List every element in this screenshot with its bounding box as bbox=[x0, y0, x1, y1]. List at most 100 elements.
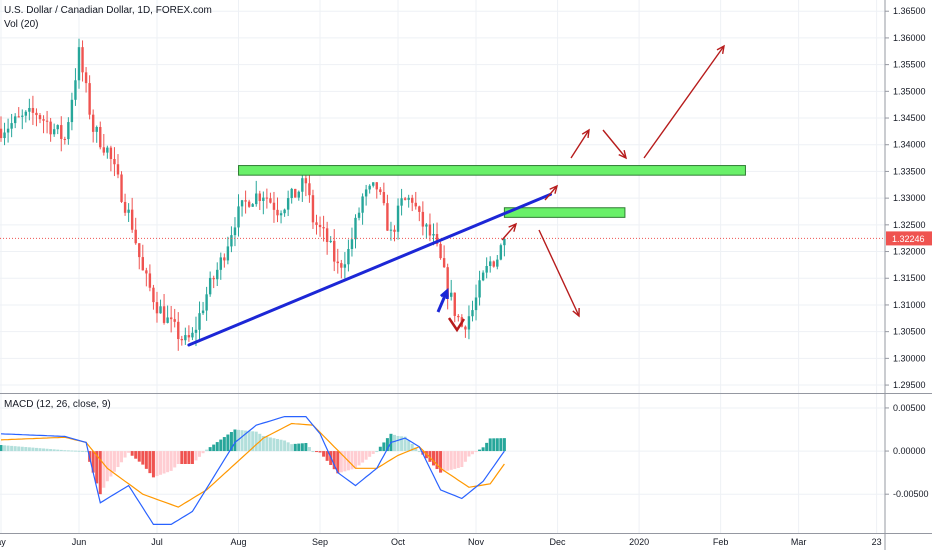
macd-histogram-bar bbox=[350, 451, 354, 470]
macd-histogram-bar bbox=[293, 443, 297, 452]
candle-body bbox=[354, 217, 357, 240]
arrow-target-up bbox=[643, 44, 725, 159]
candle-body bbox=[386, 203, 389, 231]
price-axis-label: 1.34500 bbox=[893, 113, 926, 123]
candles bbox=[0, 38, 506, 351]
candle-body bbox=[67, 122, 70, 140]
macd-histogram-bar bbox=[339, 451, 343, 473]
price-axis-label: 1.35000 bbox=[893, 86, 926, 96]
macd-histogram-bar bbox=[137, 451, 141, 462]
volume-indicator-label[interactable]: Vol (20) bbox=[4, 19, 39, 30]
candle-body bbox=[148, 273, 152, 288]
candle-body bbox=[88, 83, 91, 115]
candle-body bbox=[123, 201, 127, 213]
time-axis-label: Feb bbox=[713, 537, 729, 547]
time-axis-label: Jun bbox=[72, 537, 87, 547]
candle-body bbox=[464, 326, 467, 330]
macd-histogram-bar bbox=[190, 451, 194, 464]
arrow-shaft bbox=[570, 129, 590, 159]
candle-body bbox=[173, 319, 176, 322]
macd-histogram-bar bbox=[410, 443, 414, 452]
macd-histogram-bar bbox=[59, 449, 63, 452]
macd-histogram-bar bbox=[240, 430, 244, 452]
macd-histogram-bar bbox=[297, 443, 301, 452]
candle-body bbox=[216, 269, 219, 280]
resistance-zone bbox=[238, 165, 746, 176]
price-axis-label: 1.35500 bbox=[893, 60, 926, 70]
candle-body bbox=[485, 265, 488, 273]
price-axis-label: 1.33500 bbox=[893, 166, 926, 176]
candle-body bbox=[159, 306, 162, 314]
macd-indicator-label[interactable]: MACD (12, 26, close, 9) bbox=[4, 399, 111, 410]
time-axis-label: 2020 bbox=[629, 537, 649, 547]
arrow-head bbox=[549, 184, 559, 194]
candle-body bbox=[258, 193, 261, 201]
macd-histogram-bar bbox=[219, 439, 223, 452]
candle-body bbox=[347, 249, 350, 265]
candle-body bbox=[389, 229, 393, 231]
candle-body bbox=[474, 297, 478, 311]
macd-histogram-bar bbox=[279, 439, 283, 452]
current-price-tag-box bbox=[886, 231, 932, 246]
macd-histogram-bar bbox=[315, 451, 319, 453]
macd-histogram-bar bbox=[470, 451, 474, 455]
macd-histogram-bar bbox=[70, 450, 74, 452]
candle-body bbox=[325, 228, 329, 243]
price-axis-label: 1.31000 bbox=[893, 300, 926, 310]
price-axis-label: 1.36000 bbox=[893, 33, 926, 43]
candle-body bbox=[453, 292, 456, 316]
candle-body bbox=[481, 272, 485, 281]
candle-body bbox=[364, 189, 368, 197]
arrow-shaft bbox=[501, 223, 517, 241]
candle-body bbox=[205, 294, 208, 311]
macd-histogram-bar bbox=[66, 450, 70, 452]
grid-lines bbox=[0, 0, 885, 533]
candle-body bbox=[343, 264, 347, 268]
macd-histogram-bar bbox=[311, 451, 315, 453]
macd-histogram-bar bbox=[268, 437, 272, 452]
candle-body bbox=[379, 189, 382, 193]
arrow-shaft bbox=[643, 45, 725, 159]
candle-body bbox=[471, 310, 474, 317]
arrow-up-small bbox=[544, 184, 559, 201]
macd-histogram-bar bbox=[460, 451, 464, 468]
red-caret-mark bbox=[447, 317, 466, 333]
candle-body bbox=[240, 200, 244, 207]
macd-histogram-bar bbox=[400, 436, 404, 452]
macd-histogram-bar bbox=[13, 446, 17, 452]
arrow-head bbox=[581, 128, 590, 139]
chart-title: U.S. Dollar / Canadian Dollar, 1D, FOREX… bbox=[4, 5, 212, 16]
macd-histogram-bar bbox=[208, 447, 212, 452]
time-axis-label: 23 bbox=[872, 537, 882, 547]
candle-body bbox=[411, 197, 414, 203]
macd-histogram-bar bbox=[112, 451, 116, 472]
candle-body bbox=[418, 206, 421, 212]
macd-histogram-bar bbox=[20, 446, 24, 452]
candle-body bbox=[286, 198, 290, 210]
macd-histogram-bar bbox=[151, 451, 155, 478]
candle-body bbox=[74, 80, 77, 100]
macd-histogram-bar bbox=[0, 445, 3, 452]
macd-histogram-bar bbox=[38, 448, 42, 452]
candle-body bbox=[318, 224, 322, 228]
macd-histogram-bar bbox=[357, 451, 361, 466]
candle-body bbox=[6, 128, 10, 133]
candle-body bbox=[162, 306, 166, 323]
price-axis-label: 1.32500 bbox=[893, 220, 926, 230]
macd-histogram-bar bbox=[123, 451, 127, 458]
macd-histogram-bar bbox=[382, 442, 386, 452]
arrow-shaft bbox=[436, 290, 449, 313]
macd-histogram-bar bbox=[233, 429, 237, 452]
arrow-blue-up bbox=[436, 287, 449, 313]
macd-histogram-bar bbox=[56, 449, 60, 452]
price-axis-label: 1.36500 bbox=[893, 6, 926, 16]
candle-body bbox=[226, 246, 230, 261]
macd-histogram-bar bbox=[244, 430, 248, 452]
macd-histogram-bar bbox=[492, 438, 496, 452]
arrow-up-small bbox=[501, 222, 518, 241]
candle-body bbox=[393, 229, 396, 232]
candle-body bbox=[315, 222, 318, 225]
candle-body bbox=[496, 259, 499, 267]
macd-histogram-bar bbox=[169, 451, 173, 471]
